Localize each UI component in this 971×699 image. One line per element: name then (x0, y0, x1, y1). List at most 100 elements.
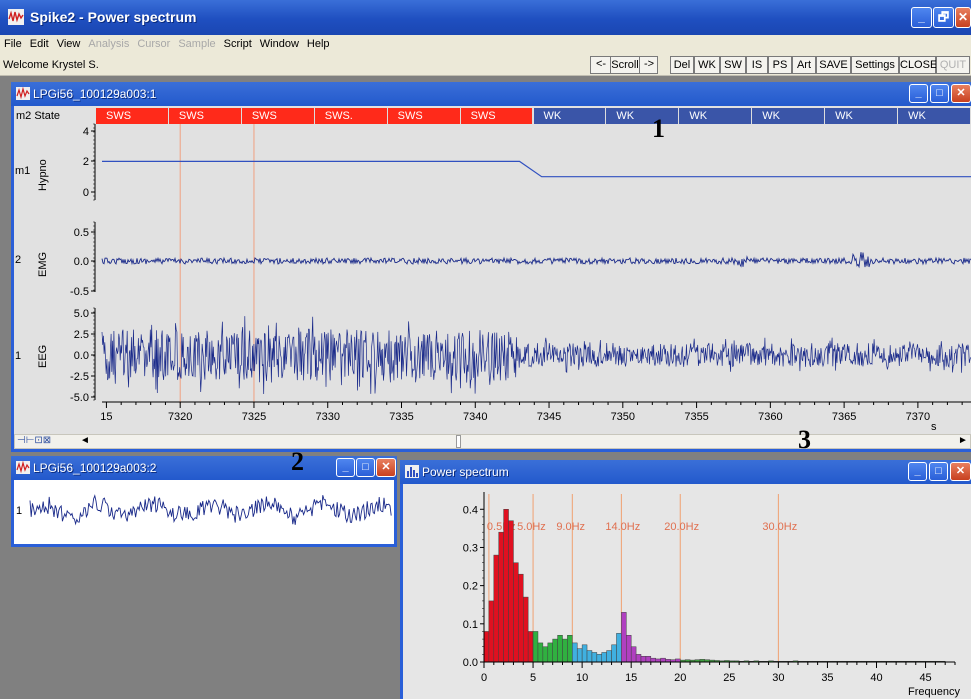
ps-bar (606, 650, 612, 663)
ps-bar (581, 644, 588, 663)
menu-script[interactable]: Script (223, 38, 252, 50)
quit-button[interactable]: QUIT (936, 56, 970, 74)
ps-button[interactable]: PS (768, 56, 792, 74)
win2-maximize[interactable]: □ (356, 458, 375, 477)
ps-bar (488, 600, 495, 663)
time-tick-label: 7330 (315, 411, 339, 423)
scroll-right-button[interactable]: -> (643, 58, 655, 70)
del-button[interactable]: Del (670, 56, 694, 74)
state-bar: SWS SWS SWS SWS. SWS SWS WK WK WK WK WK WK (96, 108, 971, 124)
y-tick-label: 5.0 (74, 308, 89, 320)
ps-x-tick-label: 20 (674, 672, 686, 684)
time-view-titlebar[interactable]: LPGi56_100129a003:1 _ □ ✕ (11, 82, 971, 106)
ps-titlebar[interactable]: Power spectrum _ □ ✕ (400, 460, 971, 484)
art-button[interactable]: Art (792, 56, 816, 74)
ps-bar (513, 562, 519, 663)
menu-edit[interactable]: Edit (29, 38, 49, 50)
menu-view[interactable]: View (56, 38, 81, 50)
menu-cursor[interactable]: Cursor (137, 38, 171, 50)
state-segment: WK (898, 108, 971, 124)
ps-y-tick-label: 0.1 (463, 619, 478, 631)
y-tick-label: -2.5 (70, 371, 89, 383)
scroll-thumb[interactable] (456, 435, 461, 448)
script-toolbar: Welcome Krystel S. <- Scroll -> Del WK S… (0, 54, 971, 76)
menu-window[interactable]: Window (259, 38, 299, 50)
ps-x-tick-label: 25 (723, 672, 735, 684)
save-button[interactable]: SAVE (816, 56, 851, 74)
win2-titlebar[interactable]: LPGi56_100129a003:2 _ □ ✕ (11, 456, 397, 480)
power-spectrum-icon (405, 465, 419, 478)
state-segment: WK (533, 108, 607, 124)
hypno-y-axis: 4 2 0 (83, 123, 96, 201)
state-segment: WK (679, 108, 753, 124)
menu-file[interactable]: File (4, 38, 22, 50)
win2-eeg-trace (29, 494, 392, 526)
minimize-button[interactable]: _ (911, 7, 932, 28)
time-tick-label: 7370 (906, 411, 930, 423)
menu-bar: File Edit View Analysis Cursor Sample Script Wi… (0, 35, 971, 54)
ps-cursor-label: 30.0Hz (762, 521, 797, 533)
hypno-trace (102, 160, 971, 178)
menu-analysis[interactable]: Analysis (88, 38, 130, 50)
ps-bar (635, 654, 642, 663)
wk-button[interactable]: WK (694, 56, 720, 74)
emg-channel-number: 2 (15, 254, 22, 266)
y-tick-label: 0.5 (74, 227, 89, 239)
ps-bar (572, 642, 578, 663)
zoom-tools-icon[interactable]: ⊣⊢⊡⊠ (17, 435, 52, 446)
menu-help[interactable]: Help (306, 38, 330, 50)
restore-button[interactable]: 🗗 (933, 7, 954, 28)
ps-title: Power spectrum (422, 465, 509, 479)
win2-close[interactable]: ✕ (376, 458, 396, 477)
ps-bar (576, 648, 583, 663)
ps-x-tick-label: 5 (530, 672, 536, 684)
scroll-left-button[interactable]: <- (595, 58, 607, 70)
ps-maximize[interactable]: □ (929, 462, 948, 481)
ps-bar (557, 635, 563, 663)
ps-minimize[interactable]: _ (908, 462, 927, 481)
win2-frame (11, 480, 397, 547)
ps-bar (518, 573, 524, 663)
annotation-1: 1 (652, 114, 665, 143)
ps-bar (626, 635, 632, 663)
time-tick-label: 7320 (168, 411, 192, 423)
menu-sample[interactable]: Sample (178, 38, 216, 50)
is-button[interactable]: IS (746, 56, 768, 74)
settings-button[interactable]: Settings (851, 56, 899, 74)
time-tick-label: 7355 (684, 411, 708, 423)
win2-minimize[interactable]: _ (336, 458, 355, 477)
ps-bar (552, 638, 558, 663)
annotation-3: 3 (798, 425, 811, 454)
ps-bar (532, 631, 539, 663)
scroll-right-arrow-icon[interactable]: ► (958, 435, 968, 446)
state-segment: SWS (460, 108, 534, 124)
ps-bar (562, 638, 568, 663)
time-axis: 15 7320 7325 7330 7335 7340 7345 7350 7355 7360 73… (100, 401, 971, 423)
scroll-left-arrow-icon[interactable]: ◄ (80, 435, 90, 446)
state-segment: WK (752, 108, 826, 124)
time-view-maximize[interactable]: □ (930, 84, 949, 103)
time-tick-label: 7335 (389, 411, 413, 423)
time-tick-label: 7365 (832, 411, 856, 423)
ps-bar (616, 633, 622, 663)
time-view-minimize[interactable]: _ (909, 84, 928, 103)
win2-title: LPGi56_100129a003:2 (33, 461, 157, 475)
close-script-button[interactable]: CLOSE (899, 56, 937, 74)
y-tick-label: 4 (83, 126, 89, 138)
state-segment: SWS (387, 108, 461, 124)
ps-y-tick-label: 0.0 (463, 657, 478, 669)
app-titlebar[interactable]: Spike2 - Power spectrum _ 🗗 ✕ (0, 0, 971, 35)
scroll-button[interactable]: Scroll (610, 56, 640, 74)
ps-bar (630, 646, 637, 663)
y-tick-label: 2 (83, 156, 89, 168)
ps-y-tick-label: 0.4 (463, 504, 478, 516)
ps-bar (645, 656, 652, 663)
time-tick-label: 7340 (463, 411, 487, 423)
state-segment: WK (825, 108, 899, 124)
ps-bar (601, 652, 607, 663)
sw-button[interactable]: SW (720, 56, 746, 74)
annotation-2: 2 (291, 447, 304, 476)
